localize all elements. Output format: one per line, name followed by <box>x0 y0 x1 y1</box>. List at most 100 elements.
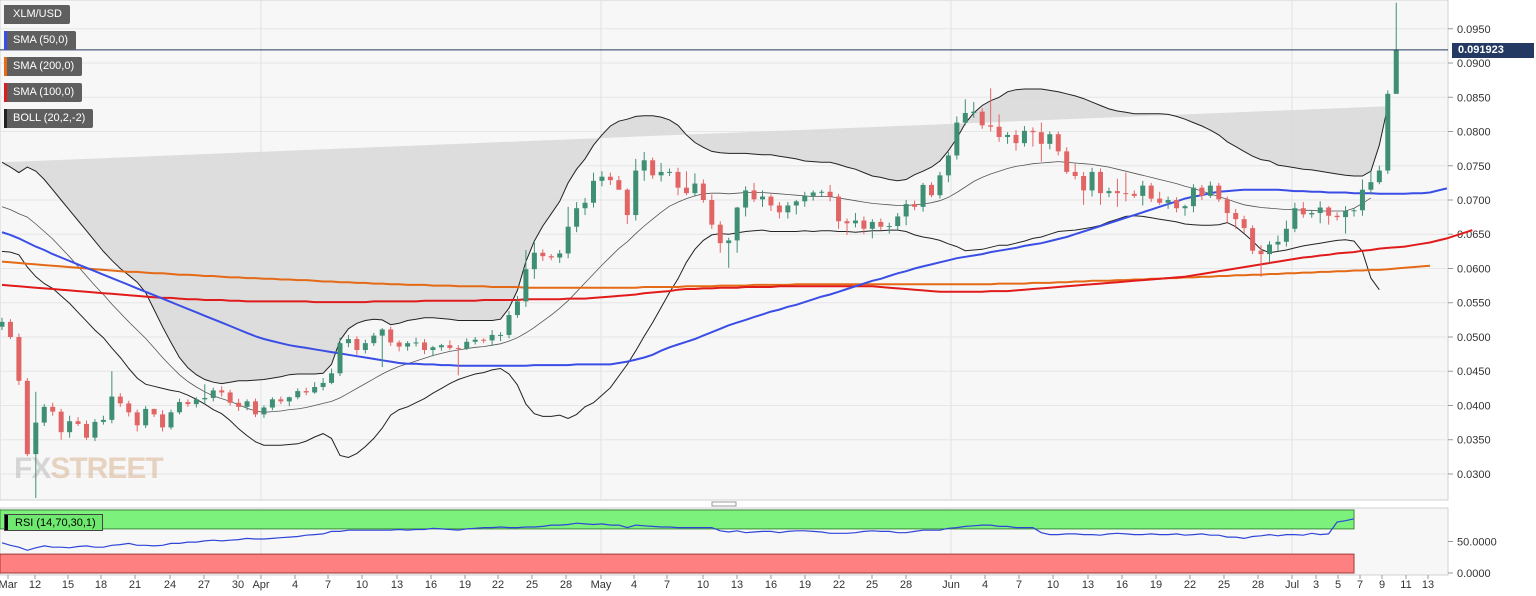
candle-body <box>1368 182 1374 190</box>
candle-body <box>607 176 613 181</box>
candle-body <box>126 403 132 413</box>
candle-body <box>109 396 115 420</box>
rsi-tick-label: 0.0000 <box>1457 568 1491 580</box>
x-tick-label: May <box>591 579 612 591</box>
candle-body <box>650 160 656 176</box>
candle-body <box>852 220 858 224</box>
x-tick-label: 5 <box>1335 579 1341 591</box>
legend-item-sma100[interactable]: SMA (100,0) <box>4 83 83 102</box>
candle-body <box>202 397 208 400</box>
candle-body <box>219 390 225 393</box>
price-tick-label: 0.0700 <box>1457 195 1491 207</box>
candle-body <box>1283 228 1289 242</box>
candle-body <box>464 341 470 349</box>
legend-swatch <box>4 109 7 128</box>
candle-body <box>345 339 351 344</box>
candle-body <box>227 392 233 403</box>
x-tick-label: Jul <box>1285 579 1299 591</box>
candle-body <box>438 345 444 348</box>
candle-body <box>785 205 791 213</box>
x-tick-label: 19 <box>1150 579 1162 591</box>
price-tick-label: 0.0800 <box>1457 127 1491 139</box>
candle-body <box>1106 191 1112 194</box>
candle-body <box>405 343 411 347</box>
x-tick-label: 13 <box>1422 579 1434 591</box>
rsi-legend-item[interactable]: RSI (14,70,30,1) <box>4 514 103 531</box>
legend-item-sma50[interactable]: SMA (50,0) <box>4 31 77 50</box>
x-tick-label: 27 <box>198 579 210 591</box>
candle-body <box>827 191 833 197</box>
price-tick-label: 0.0450 <box>1457 366 1491 378</box>
x-tick-label: 19 <box>799 579 811 591</box>
candle-body <box>574 208 580 227</box>
candle-body <box>253 401 258 415</box>
candle-body <box>793 201 799 206</box>
candle-body <box>988 125 994 127</box>
candle-body <box>337 343 343 374</box>
price-tick-label: 0.0750 <box>1457 161 1491 173</box>
candle-body <box>498 334 504 336</box>
rsi-label-text: RSI (14,70,30,1) <box>15 517 96 529</box>
candle-body <box>531 252 537 270</box>
x-tick-label: 13 <box>731 579 743 591</box>
x-tick-label: 13 <box>1082 579 1094 591</box>
candle-body <box>1199 187 1205 196</box>
candle-body <box>1013 134 1019 144</box>
legend-item-xlmusd[interactable]: XLM/USD <box>4 5 70 24</box>
candle-body <box>1233 213 1239 220</box>
candle-body <box>295 391 301 398</box>
candle-body <box>1250 228 1256 251</box>
candle-body <box>1005 134 1011 137</box>
candle-body <box>844 221 850 224</box>
legend-swatch <box>4 31 7 50</box>
candle-body <box>168 412 174 428</box>
candle-body <box>1047 134 1053 144</box>
sma50-line <box>1 187 1448 367</box>
candle-body <box>84 423 89 438</box>
x-tick-label: 4 <box>631 579 637 591</box>
legend-item-boll[interactable]: BOLL (20,2,-2) <box>4 109 94 128</box>
candle-body <box>1174 200 1180 209</box>
x-tick-label: Jun <box>942 579 960 591</box>
candle-body <box>734 207 740 241</box>
legend-item-sma200[interactable]: SMA (200,0) <box>4 57 83 76</box>
candle-body <box>717 224 723 244</box>
candle-body <box>430 347 436 350</box>
candle-body <box>303 391 309 393</box>
sma100-line <box>1 229 1473 304</box>
price-tick-label: 0.0350 <box>1457 435 1491 447</box>
candle-body <box>683 187 689 194</box>
x-tick-label: 22 <box>1184 579 1196 591</box>
candle-body <box>895 216 901 227</box>
candle-body <box>937 175 943 196</box>
candle-body <box>886 226 892 228</box>
legend-label: SMA (200,0) <box>13 60 75 72</box>
x-tick-label: 10 <box>356 579 368 591</box>
candle-body <box>24 380 30 455</box>
candle-body <box>548 256 554 258</box>
candle-body <box>557 253 563 258</box>
candle-body <box>641 160 647 171</box>
x-tick-label: 18 <box>95 579 107 591</box>
candle-body <box>599 176 605 181</box>
x-tick-label: 25 <box>526 579 538 591</box>
candle-body <box>633 170 639 216</box>
candle-body <box>667 171 673 173</box>
x-tick-label: 4 <box>292 579 298 591</box>
candle-body <box>160 414 166 428</box>
candle-body <box>1300 208 1306 215</box>
candle-body <box>726 240 732 244</box>
candle-body <box>41 406 47 423</box>
candle-body <box>1131 193 1137 196</box>
candle-body <box>244 401 250 407</box>
candle-body <box>506 315 512 335</box>
candle-body <box>692 183 698 194</box>
candle-body <box>117 396 123 404</box>
candle-body <box>354 339 360 350</box>
x-tick-label: Apr <box>252 579 269 591</box>
x-tick-label: 10 <box>697 579 709 591</box>
candle-body <box>1309 213 1315 215</box>
candle-body <box>67 421 73 433</box>
candle-body <box>379 329 385 336</box>
